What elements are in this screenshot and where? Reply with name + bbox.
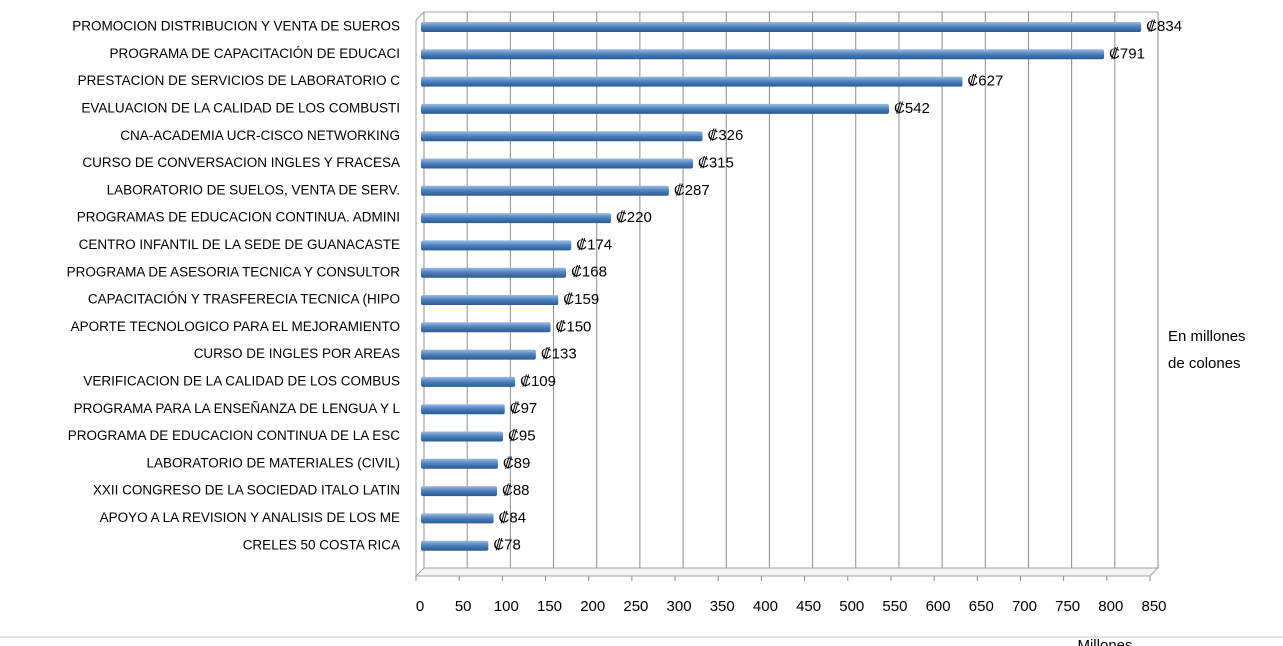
value-label: ₡627 [967, 73, 1003, 90]
value-label: ₡159 [563, 291, 599, 308]
bar [421, 103, 890, 114]
value-label: ₡220 [616, 209, 652, 226]
bar [421, 540, 489, 551]
x-tick-label: 450 [796, 598, 821, 615]
annotation: En millones [1168, 328, 1246, 345]
category-label: PRESTACION DE SERVICIOS DE LABORATORIO C [78, 73, 401, 88]
category-label: CAPACITACIÓN Y TRASFERECIA TECNICA (HIPO [88, 292, 400, 307]
x-tick-label: 850 [1141, 598, 1166, 615]
value-label: ₡150 [556, 318, 592, 335]
category-label: CURSO DE INGLES POR AREAS [194, 346, 400, 361]
bar [421, 513, 494, 524]
side-wall [415, 11, 425, 21]
x-axis-title: Millones [1077, 637, 1132, 646]
value-label: ₡78 [493, 537, 521, 554]
category-label: CURSO DE CONVERSACION INGLES Y FRACESA [82, 155, 400, 170]
category-label: LABORATORIO DE MATERIALES (CIVIL) [146, 455, 400, 470]
value-label: ₡95 [508, 427, 536, 444]
x-tick-label: 200 [580, 598, 605, 615]
bar [421, 185, 669, 196]
x-tick-label: 0 [416, 598, 424, 615]
value-label: ₡168 [571, 264, 607, 281]
x-tick-label: 800 [1098, 598, 1123, 615]
bar [421, 76, 963, 87]
bar [421, 376, 516, 387]
category-label: PROGRAMA DE ASESORIA TECNICA Y CONSULTOR [67, 264, 401, 279]
category-label: APORTE TECNOLOGICO PARA EL MEJORAMIENTO [71, 319, 400, 334]
x-tick-label: 100 [494, 598, 519, 615]
x-tick-label: 550 [882, 598, 907, 615]
x-tick-label: 250 [623, 598, 648, 615]
value-label: ₡791 [1109, 45, 1145, 62]
category-label: EVALUACION DE LA CALIDAD DE LOS COMBUSTI [81, 100, 400, 115]
bar [421, 349, 536, 360]
plot-wall [423, 11, 1159, 569]
x-tick-label: 300 [667, 598, 692, 615]
plot-floor [414, 567, 1160, 577]
x-tick-label: 700 [1012, 598, 1037, 615]
bar [421, 267, 567, 278]
bar [421, 213, 611, 224]
category-label: PROGRAMAS DE EDUCACION CONTINUA. ADMINI [77, 210, 400, 225]
bar [421, 322, 551, 333]
value-label: ₡326 [708, 127, 744, 144]
value-label: ₡174 [576, 236, 612, 253]
x-tick-label: 350 [710, 598, 735, 615]
category-label: CRELES 50 COSTA RICA [243, 537, 400, 552]
x-tick-label: 750 [1055, 598, 1080, 615]
bar [421, 295, 559, 305]
bar [421, 158, 694, 169]
x-tick-label: 500 [839, 598, 864, 615]
x-tick-label: 600 [926, 598, 951, 615]
value-label: ₡88 [502, 482, 530, 499]
value-label: ₡315 [698, 154, 734, 171]
category-label: PROGRAMA DE EDUCACION CONTINUA DE LA ESC [68, 428, 401, 443]
bar [421, 240, 572, 251]
category-label: PROGRAMA PARA LA ENSEÑANZA DE LENGUA Y L [74, 401, 401, 416]
bar [421, 22, 1142, 32]
value-label: ₡287 [674, 182, 710, 199]
bar [421, 458, 498, 469]
value-label: ₡542 [894, 100, 930, 117]
category-label: CENTRO INFANTIL DE LA SEDE DE GUANACASTE [79, 237, 400, 252]
bar [421, 404, 505, 415]
bar [421, 431, 504, 442]
category-label: PROGRAMA DE CAPACITACIÓN DE EDUCACI [109, 46, 400, 61]
category-label: VERIFICACION DE LA CALIDAD DE LOS COMBUS [83, 373, 400, 388]
value-label: ₡84 [499, 509, 527, 526]
x-tick-label: 650 [969, 598, 994, 615]
bar [421, 131, 703, 142]
category-label: XXII CONGRESO DE LA SOCIEDAD ITALO LATIN [93, 483, 400, 498]
bar [421, 486, 497, 497]
category-label: PROMOCION DISTRIBUCION Y VENTA DE SUEROS [72, 19, 400, 34]
x-tick-label: 150 [537, 598, 562, 615]
value-label: ₡109 [520, 373, 556, 390]
category-label: LABORATORIO DE SUELOS, VENTA DE SERV. [107, 182, 400, 197]
x-tick-label: 400 [753, 598, 778, 615]
category-label: CNA-ACADEMIA UCR-CISCO NETWORKING [120, 128, 400, 143]
category-label: APOYO A LA REVISION Y ANALISIS DE LOS ME [100, 510, 400, 525]
value-label: ₡89 [503, 455, 531, 472]
value-label: ₡834 [1146, 18, 1182, 35]
annotation: de colones [1168, 355, 1241, 372]
x-tick-label: 50 [455, 598, 472, 615]
bar [421, 49, 1105, 60]
value-label: ₡97 [510, 400, 538, 417]
value-label: ₡133 [541, 346, 577, 363]
